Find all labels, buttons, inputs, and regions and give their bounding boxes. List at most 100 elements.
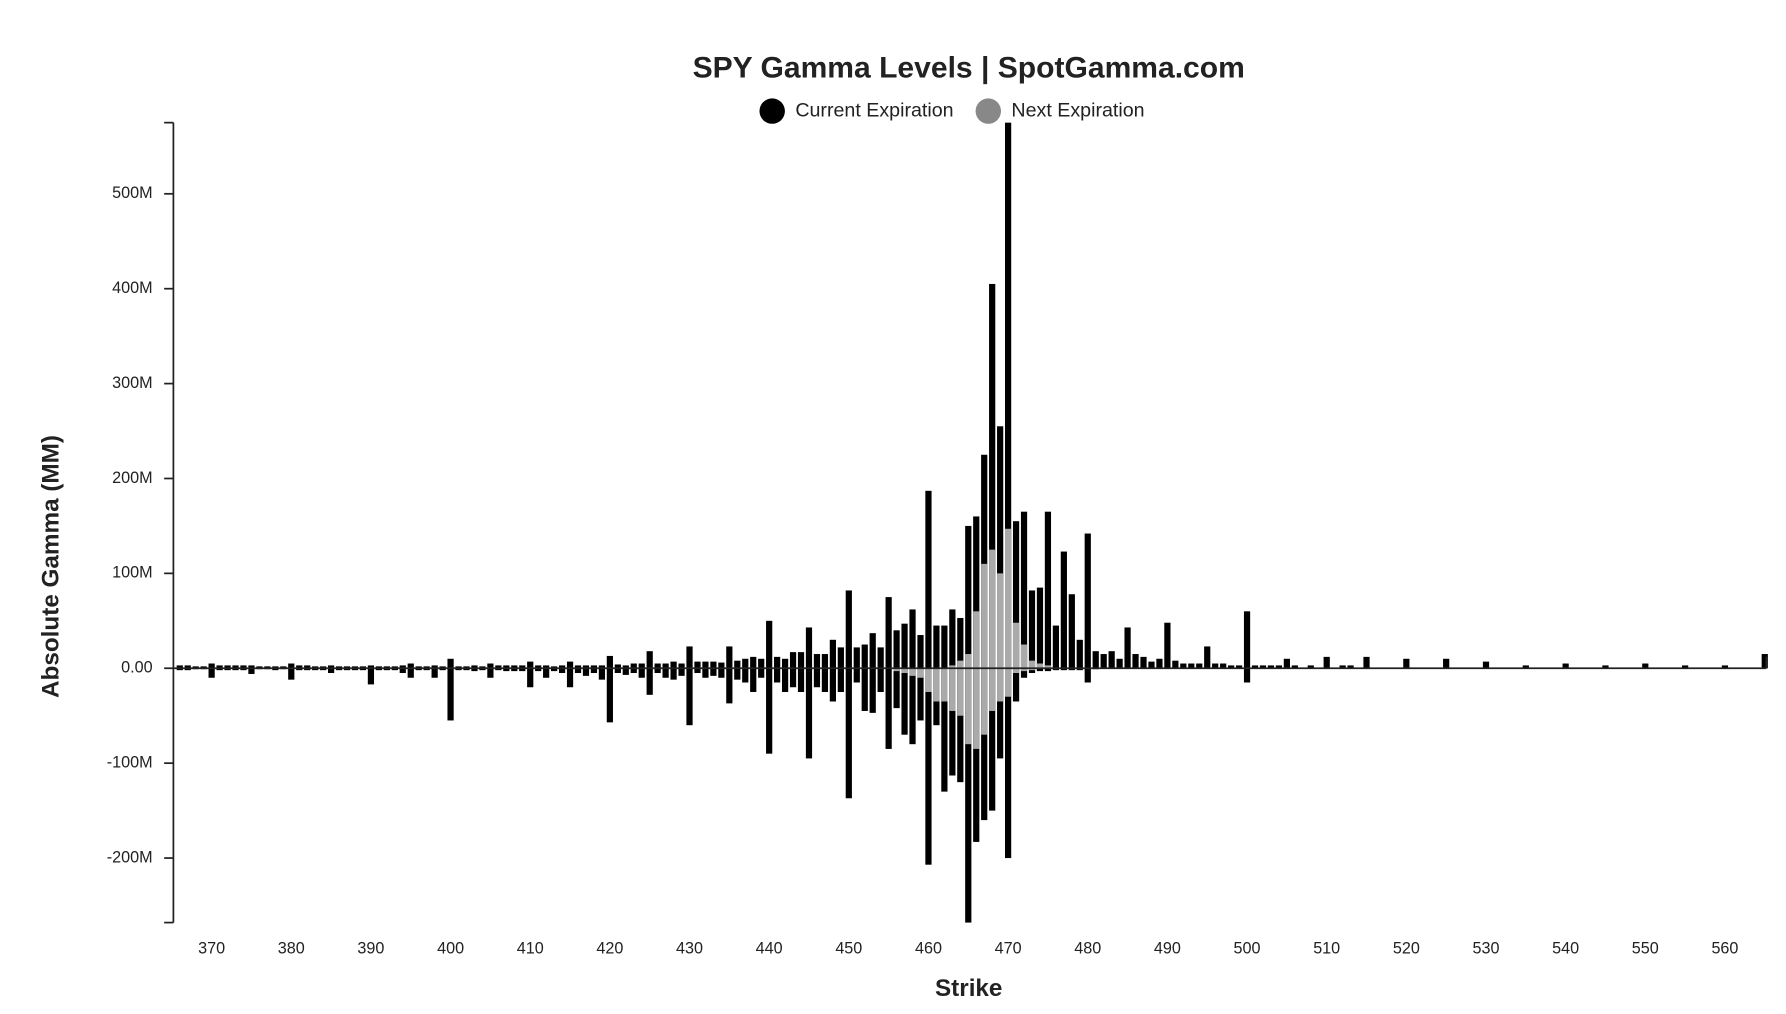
bar (694, 661, 701, 669)
bar (702, 668, 709, 678)
bar (1164, 622, 1171, 669)
bar (343, 668, 351, 671)
bar (535, 668, 542, 672)
bar (320, 666, 327, 669)
x-tick-label: 550 (1632, 939, 1659, 957)
bar (949, 609, 956, 669)
bar (997, 426, 1004, 669)
legend-label: Current Expiration (795, 99, 953, 121)
bar (1012, 521, 1020, 669)
bar (503, 668, 510, 672)
bar (989, 668, 996, 811)
bar (351, 668, 359, 671)
bar (861, 644, 868, 669)
x-tick-label: 520 (1393, 939, 1420, 957)
bar (327, 665, 335, 669)
bar (797, 668, 805, 692)
bar (869, 668, 876, 713)
bar (264, 666, 271, 669)
y-axis-label: Absolute Gamma (MM) (37, 435, 64, 698)
bar (519, 668, 526, 672)
bar (877, 647, 884, 669)
bar (965, 668, 972, 745)
bar (981, 668, 988, 735)
bar (949, 665, 956, 669)
bar (805, 627, 813, 669)
bar (670, 661, 677, 669)
x-axis-label: Strike (935, 975, 1002, 1002)
bar (829, 668, 836, 702)
bar (1060, 668, 1067, 671)
bar (1682, 665, 1689, 669)
bar (1020, 668, 1028, 672)
bar (1028, 668, 1036, 671)
bar (1156, 658, 1163, 669)
bar (989, 549, 996, 669)
bar (447, 658, 454, 669)
bar (917, 635, 924, 669)
bar (1068, 594, 1075, 669)
bar (415, 668, 422, 671)
bar (829, 639, 836, 669)
x-tick-label: 460 (915, 939, 942, 957)
bar (296, 668, 303, 671)
bar (208, 663, 215, 669)
bar (654, 668, 661, 674)
bar (909, 609, 916, 669)
bar (702, 661, 709, 669)
bar (973, 611, 980, 669)
bar (1060, 551, 1067, 669)
bar (957, 660, 964, 669)
bar (503, 665, 510, 669)
bar (184, 665, 191, 669)
bar (224, 668, 231, 671)
bar (471, 668, 478, 672)
bar (240, 665, 247, 669)
bar (1020, 644, 1028, 669)
bar (1100, 654, 1107, 669)
bar (1403, 658, 1410, 669)
y-tick-label: 200M (112, 469, 152, 487)
bar (200, 666, 207, 669)
bar (407, 668, 414, 678)
bar (1132, 654, 1139, 669)
bar (885, 668, 892, 749)
bar (566, 668, 574, 688)
bar (941, 668, 948, 792)
bar (1084, 668, 1091, 683)
bar (1036, 663, 1044, 669)
bar (519, 665, 526, 669)
x-tick-label: 470 (995, 939, 1022, 957)
bar (893, 668, 900, 672)
bar (1084, 533, 1091, 669)
bar (1004, 668, 1012, 697)
bar (630, 663, 637, 669)
bar (1028, 660, 1036, 669)
bar (638, 668, 645, 678)
bar (758, 668, 765, 678)
bar (463, 666, 470, 669)
bar (582, 665, 590, 669)
bar (1235, 665, 1243, 669)
bar (224, 665, 231, 669)
bar (766, 620, 773, 669)
bar (272, 668, 279, 671)
bar (487, 668, 494, 678)
bar (216, 665, 223, 669)
bar (662, 668, 669, 678)
bar (471, 665, 478, 669)
bar (606, 668, 613, 723)
bar (367, 668, 375, 685)
bar (1036, 668, 1044, 672)
bar (678, 663, 685, 669)
bar (901, 668, 908, 674)
bar (1259, 665, 1267, 669)
bar (582, 668, 590, 676)
bar (949, 668, 956, 711)
x-tick-label: 560 (1711, 939, 1738, 957)
bar (455, 666, 462, 669)
legend-label: Next Expiration (1011, 99, 1144, 121)
bar (304, 665, 311, 669)
bar (805, 668, 813, 759)
